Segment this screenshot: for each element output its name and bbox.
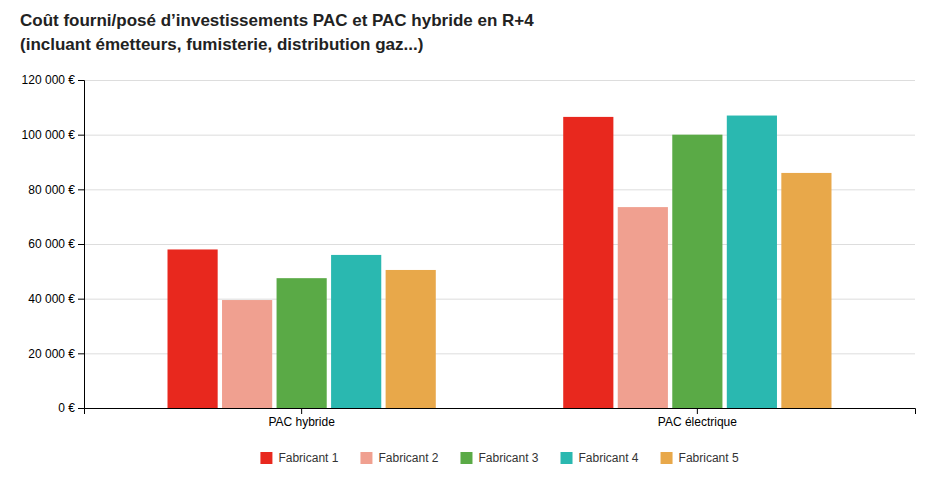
y-axis: 0 € 20 000 € 40 000 € 60 000 € 80 000 € 100 0…	[22, 73, 85, 415]
y-tick-label: 40 000 €	[28, 292, 75, 306]
y-tick-label: 0 €	[58, 401, 75, 415]
y-tick-mark	[78, 299, 84, 300]
x-axis-line	[85, 409, 916, 415]
legend: Fabricant 1 Fabricant 2 Fabricant 3 Fabrica…	[260, 451, 738, 465]
y-tick-mark	[78, 80, 84, 81]
bar	[563, 117, 613, 408]
y-tick: 40 000 €	[28, 292, 84, 306]
legend-swatch	[260, 452, 272, 464]
y-tick-mark	[78, 408, 84, 409]
legend-item: Fabricant 5	[661, 451, 739, 465]
grid-line	[84, 135, 915, 136]
y-tick-mark	[78, 353, 84, 354]
y-tick-label: 100 000 €	[22, 128, 76, 142]
grid-line	[84, 80, 915, 81]
y-tick-label: 20 000 €	[28, 347, 75, 361]
legend-item: Fabricant 1	[260, 451, 338, 465]
x-tick: PAC électrique	[658, 408, 737, 429]
y-tick-label: 120 000 €	[22, 73, 76, 87]
bar	[277, 278, 327, 408]
y-tick: 100 000 €	[22, 128, 84, 142]
bar	[618, 207, 668, 408]
title: Coût fourni/posé d’investissements PAC e…	[20, 11, 534, 30]
legend-label: Fabricant 3	[478, 451, 538, 465]
bar	[727, 116, 777, 408]
bar	[781, 173, 831, 408]
bar	[672, 135, 722, 408]
legend-swatch	[561, 452, 573, 464]
bar	[331, 255, 381, 408]
x-tick-mark	[301, 408, 302, 414]
y-tick-mark	[78, 135, 84, 136]
bar	[386, 270, 436, 408]
y-tick-label: 80 000 €	[28, 183, 75, 197]
x-tick-label: PAC hybride	[268, 415, 335, 429]
bar	[168, 249, 218, 408]
chart: Coût fourni/posé d’investissements PAC e…	[0, 0, 939, 480]
y-tick: 20 000 €	[28, 347, 84, 361]
y-tick-label: 60 000 €	[28, 237, 75, 251]
y-tick: 120 000 €	[22, 73, 84, 87]
legend-item: Fabricant 4	[561, 451, 639, 465]
x-tick: PAC hybride	[268, 408, 335, 429]
legend-swatch	[360, 452, 372, 464]
legend-label: Fabricant 4	[579, 451, 639, 465]
y-tick: 60 000 €	[28, 237, 84, 251]
x-tick-label: PAC électrique	[658, 415, 737, 429]
x-tick-mark	[697, 408, 698, 414]
y-tick: 80 000 €	[28, 183, 84, 197]
legend-swatch	[661, 452, 673, 464]
y-axis-line	[78, 81, 85, 409]
subtitle: (incluant émetteurs, fumisterie, distrib…	[20, 35, 423, 54]
grid-tick	[84, 80, 915, 81]
legend-label: Fabricant 5	[679, 451, 739, 465]
grid-tick	[84, 135, 915, 136]
legend-label: Fabricant 2	[378, 451, 438, 465]
plot: 0 € 20 000 € 40 000 € 60 000 € 80 000 € 100 0…	[22, 73, 916, 428]
legend-item: Fabricant 2	[360, 451, 438, 465]
legend-item: Fabricant 3	[460, 451, 538, 465]
grid	[84, 81, 915, 409]
y-tick-mark	[78, 189, 84, 190]
legend-swatch	[460, 452, 472, 464]
bar	[222, 300, 272, 408]
bars	[168, 116, 832, 408]
x-axis: PAC hybride PAC électrique	[85, 408, 916, 429]
legend-label: Fabricant 1	[278, 451, 338, 465]
y-tick-mark	[78, 244, 84, 245]
y-tick: 0 €	[58, 401, 84, 415]
